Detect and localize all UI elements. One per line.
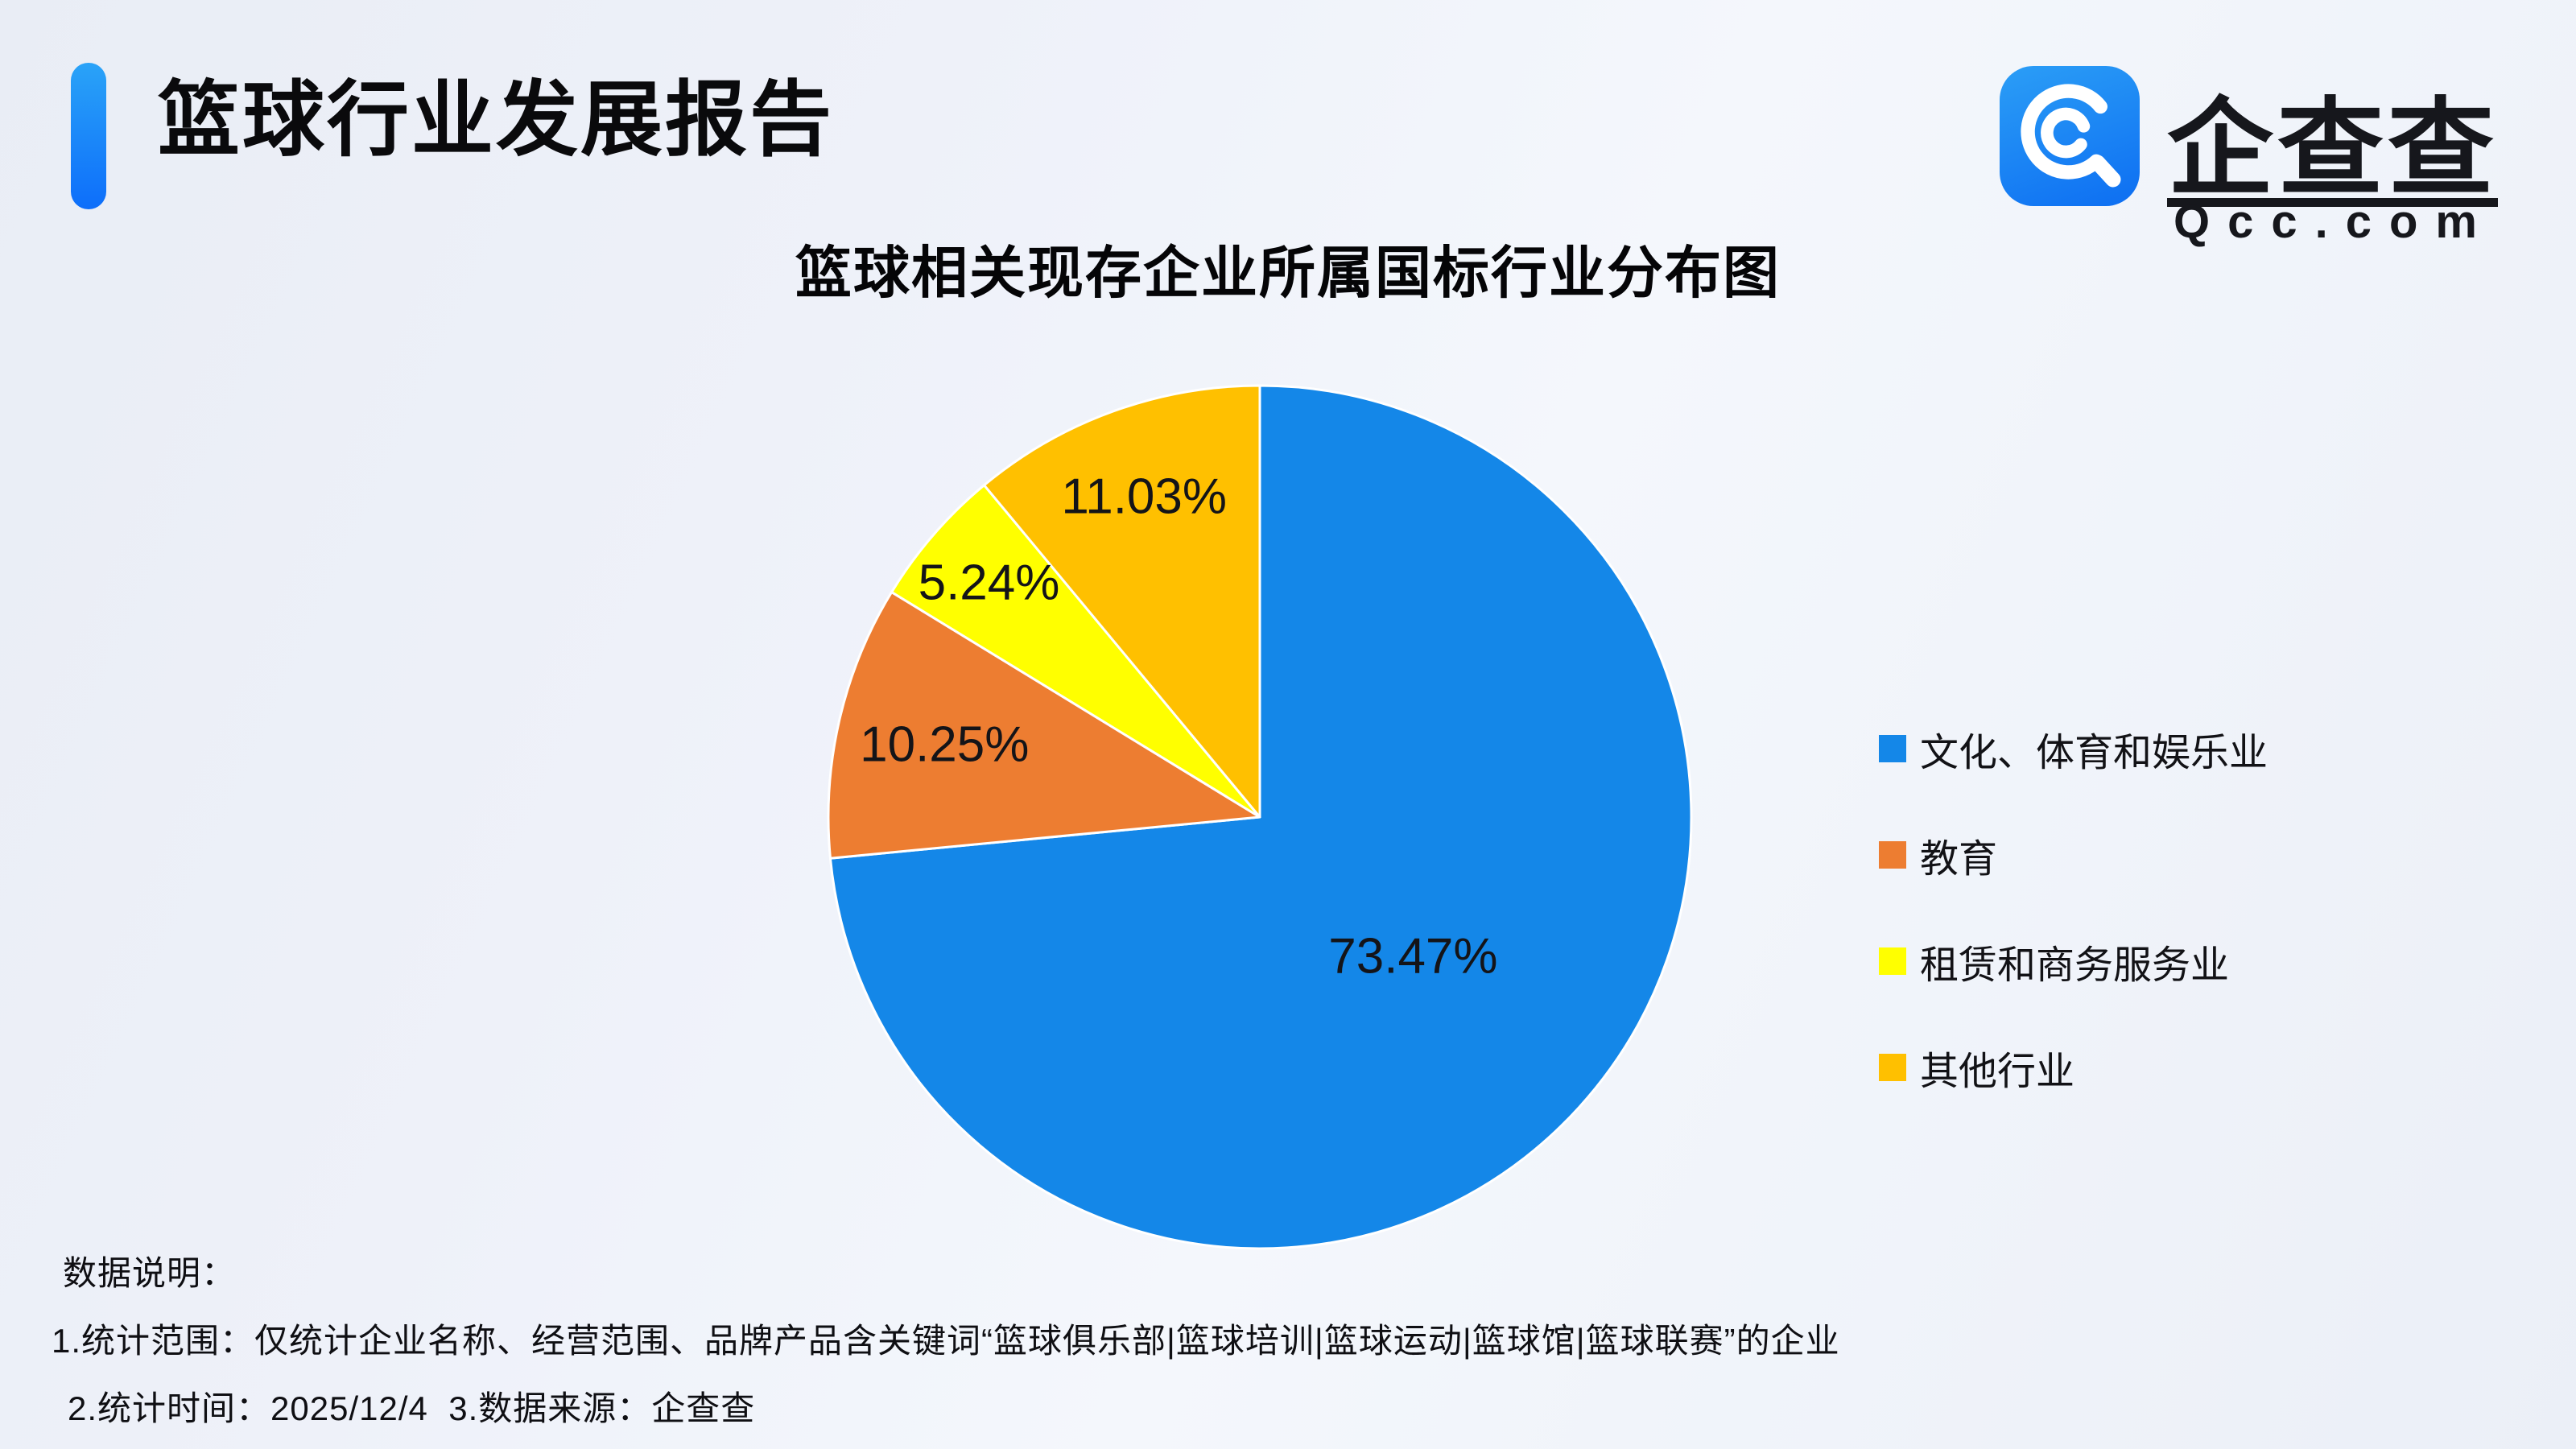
footer-note-line-0: 数据说明： [63, 1254, 237, 1292]
legend-item-0: 文化、体育和娱乐业 [1879, 729, 2268, 774]
qcc-magnifier-icon [2000, 66, 2140, 206]
pie-value-label-2: 5.24% [918, 555, 1060, 611]
pie-value-label-0: 73.47% [1328, 928, 1498, 985]
pie-slice-1 [827, 591, 1261, 860]
pie-slice-3 [983, 384, 1261, 819]
pie-chart [827, 384, 1693, 1250]
pie-chart-area: 73.47% 10.25% 5.24% 11.03% [825, 382, 1695, 1252]
legend-swatch-icon [1879, 1054, 1906, 1081]
page-title: 篮球行业发展报告 [158, 74, 834, 166]
legend-label: 文化、体育和娱乐业 [1920, 732, 2268, 774]
brand-name-en: Qcc.com [2174, 196, 2495, 248]
chart-title: 篮球相关现存企业所属国标行业分布图 [795, 242, 1781, 304]
pie-value-label-3: 11.03% [1061, 469, 1228, 525]
footer-note-line-2: 2.统计时间：2025/12/4 3.数据来源：企查查 [68, 1389, 756, 1427]
legend-swatch-icon [1879, 841, 1906, 869]
chart-legend: 文化、体育和娱乐业 教育租赁和商务服务业 其他行业 [1879, 729, 2268, 1093]
footer-note-line-1: 1.统计范围：仅统计企业名称、经营范围、品牌产品含关键词“篮球俱乐部|篮球培训|… [52, 1322, 1840, 1360]
legend-label: 租赁和商务服务业 [1920, 944, 2230, 987]
legend-swatch-icon [1879, 735, 1906, 762]
legend-swatch-icon [1879, 947, 1906, 975]
pie-value-label-1: 10.25% [860, 716, 1030, 773]
legend-label: 教育 [1920, 838, 1998, 881]
legend-item-2: 租赁和商务服务业 [1879, 942, 2268, 987]
legend-label: 其他行业 [1920, 1051, 2075, 1093]
legend-item-1: 教育 [1879, 836, 2268, 881]
pie-slice-2 [890, 484, 1261, 819]
brand-name-cn: 企查查 [2167, 89, 2498, 208]
title-accent-bar [71, 63, 106, 209]
data-notes: 数据说明： 1.统计范围：仅统计企业名称、经营范围、品牌产品含关键词“篮球俱乐部|… [52, 1240, 1840, 1443]
legend-item-3: 其他行业 [1879, 1048, 2268, 1093]
